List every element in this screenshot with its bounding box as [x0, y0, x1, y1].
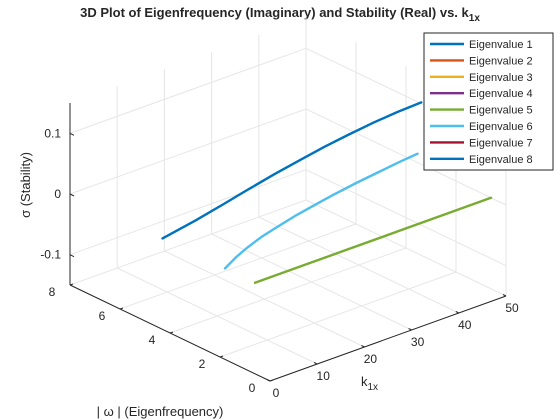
legend-label: Eigenvalue 2: [469, 55, 533, 67]
z-axis-label: σ (Stability): [18, 152, 33, 218]
y-tick-label: 0: [249, 381, 256, 395]
x-tick-mark: [361, 345, 365, 348]
legend-item: Eigenvalue 6: [430, 121, 533, 133]
grid-line: [69, 169, 307, 256]
y-tick-mark: [269, 379, 274, 382]
x-tick-label: 30: [411, 335, 425, 349]
legend-label: Eigenvalue 1: [469, 39, 533, 51]
plot-area: [161, 101, 493, 284]
tick-labels: 0 10 20 30 40 50 0 2 4 6 8 -0.1 0 0.1: [40, 126, 519, 400]
grid-line: [69, 108, 307, 195]
y-tick-label: 8: [49, 285, 56, 299]
x-tick-label: 10: [317, 369, 331, 383]
series-eigenvalue-1: [161, 101, 423, 240]
y-tick-mark: [219, 355, 224, 358]
y-tick-mark: [69, 283, 74, 286]
legend-item: Eigenvalue 5: [430, 105, 533, 117]
legend-label: Eigenvalue 7: [469, 137, 533, 149]
y-tick-mark: [169, 331, 174, 334]
grid-line: [305, 108, 507, 206]
grid-line: [169, 247, 407, 334]
legend-label: Eigenvalue 4: [469, 88, 533, 100]
grid-line: [219, 271, 457, 358]
legend-label: Eigenvalue 8: [469, 154, 533, 166]
legend-item: Eigenvalue 3: [430, 72, 533, 84]
x-axis-label: k1x: [361, 374, 378, 393]
legend[interactable]: Eigenvalue 1 Eigenvalue 2 Eigenvalue 3 Eige…: [423, 32, 554, 171]
series-eigenvalue-6: [223, 152, 419, 270]
grid-line: [305, 169, 507, 267]
z-tick-mark: [69, 193, 75, 197]
z-tick-mark: [69, 254, 75, 258]
y-axis-label: | ω | (Eigenfrequency): [97, 404, 224, 419]
legend-label: Eigenvalue 6: [469, 121, 533, 133]
legend-item: Eigenvalue 8: [430, 154, 533, 166]
grid-line: [69, 47, 307, 134]
z-tick-mark: [69, 132, 75, 136]
legend-item: Eigenvalue 1: [430, 39, 533, 51]
y-tick-label: 4: [149, 333, 156, 347]
x-tick-mark: [313, 362, 318, 365]
legend-box: [423, 32, 554, 171]
z-tick-label: -0.1: [40, 248, 61, 262]
x-tick-label: 20: [364, 352, 378, 366]
z-tick-label: 0: [54, 187, 61, 201]
x-tick-label: 40: [458, 318, 472, 332]
series-eigenvalue-5: [253, 196, 493, 284]
legend-label: Eigenvalue 3: [469, 72, 533, 84]
grid-line: [119, 223, 357, 310]
y-tick-label: 6: [99, 309, 106, 323]
x-tick-label: 50: [505, 301, 519, 315]
x-axis-line: [269, 295, 507, 382]
grid-line: [69, 199, 307, 286]
x-tick-mark: [266, 379, 271, 382]
chart-title: 3D Plot of Eigenfrequency (Imaginary) an…: [80, 5, 480, 24]
legend-item: Eigenvalue 7: [430, 137, 533, 149]
x-tick-label: 0: [273, 386, 280, 400]
z-tick-label: 0.1: [44, 126, 61, 140]
legend-label: Eigenvalue 5: [469, 105, 533, 117]
x-tick-mark: [502, 294, 507, 297]
legend-item: Eigenvalue 4: [430, 88, 533, 100]
x-tick-mark: [408, 328, 412, 331]
x-tick-mark: [455, 311, 460, 314]
y-tick-mark: [119, 307, 124, 310]
y-tick-label: 2: [199, 357, 206, 371]
legend-item: Eigenvalue 2: [430, 55, 533, 67]
